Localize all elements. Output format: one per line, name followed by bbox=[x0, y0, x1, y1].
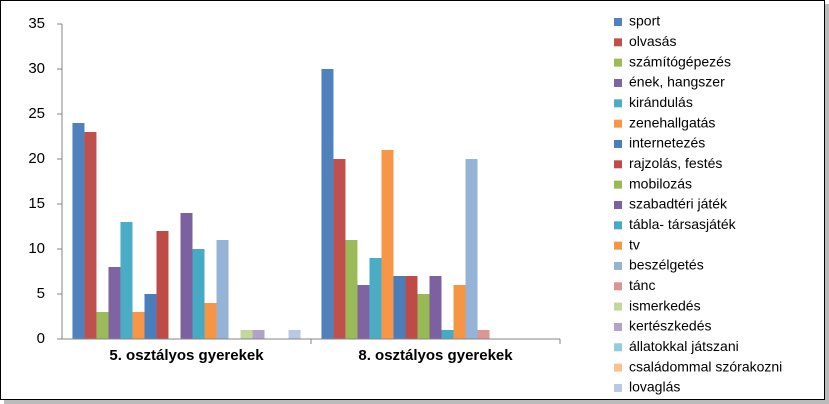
legend-label: olvasás bbox=[629, 33, 676, 49]
legend-swatch bbox=[614, 139, 622, 148]
legend-swatch bbox=[614, 282, 622, 291]
legend-swatch bbox=[614, 200, 622, 209]
bar bbox=[204, 303, 217, 339]
legend-swatch bbox=[614, 261, 622, 270]
y-tick-label: 30 bbox=[28, 60, 45, 77]
bar bbox=[192, 249, 205, 339]
bar bbox=[453, 285, 466, 339]
legend-swatch bbox=[614, 78, 622, 87]
legend-label: családommal szórakozni bbox=[629, 358, 782, 374]
x-tick-label: 5. osztályos gyerekek bbox=[109, 347, 264, 364]
y-tick-label: 20 bbox=[28, 150, 45, 167]
legend-label: lovaglás bbox=[629, 379, 680, 395]
legend-label: számítógépezés bbox=[629, 53, 731, 69]
legend-swatch bbox=[614, 18, 622, 26]
legend-swatch bbox=[614, 160, 622, 169]
legend-label: tábla- társasjáték bbox=[629, 216, 737, 232]
legend-swatch bbox=[614, 383, 622, 392]
legend-label: mobilozás bbox=[629, 175, 692, 191]
y-tick-label: 10 bbox=[28, 240, 45, 257]
bar bbox=[216, 240, 229, 339]
bar bbox=[369, 258, 382, 339]
bar bbox=[477, 330, 490, 339]
y-tick-label: 5 bbox=[37, 285, 45, 302]
bar bbox=[132, 312, 145, 339]
legend-swatch bbox=[614, 302, 622, 311]
bar bbox=[120, 222, 133, 339]
bar bbox=[108, 267, 121, 339]
legend-label: tánc bbox=[629, 277, 655, 293]
legend-swatch bbox=[614, 241, 622, 250]
legend-label: rajzolás, festés bbox=[629, 155, 722, 171]
legend-label: ének, hangszer bbox=[629, 74, 725, 90]
legend-swatch bbox=[614, 322, 622, 331]
bar bbox=[441, 330, 454, 339]
shadow bbox=[825, 4, 829, 404]
legend-swatch bbox=[614, 38, 622, 47]
legend-swatch bbox=[614, 343, 622, 352]
legend-swatch bbox=[614, 119, 622, 128]
bar bbox=[417, 294, 430, 339]
bar bbox=[72, 123, 85, 339]
legend-swatch bbox=[614, 180, 622, 189]
legend-swatch bbox=[614, 99, 622, 108]
legend-label: állatokkal játszani bbox=[629, 338, 739, 354]
y-tick-label: 35 bbox=[28, 15, 45, 32]
bar bbox=[321, 69, 334, 339]
bar bbox=[288, 330, 301, 339]
bar bbox=[381, 150, 394, 339]
legend-swatch bbox=[614, 363, 622, 372]
legend-label: kertészkedés bbox=[629, 318, 711, 334]
x-tick-label: 8. osztályos gyerekek bbox=[358, 347, 513, 364]
bar bbox=[84, 132, 97, 339]
bar bbox=[333, 159, 346, 339]
legend-label: tv bbox=[629, 236, 640, 252]
bar bbox=[345, 240, 358, 339]
y-tick-label: 25 bbox=[28, 105, 45, 122]
bar bbox=[405, 276, 418, 339]
legend-swatch bbox=[614, 221, 622, 230]
legend-label: beszélgetés bbox=[629, 257, 704, 273]
bar bbox=[429, 276, 442, 339]
y-tick-label: 15 bbox=[28, 195, 45, 212]
legend-label: sport bbox=[629, 13, 660, 29]
legend-label: ismerkedés bbox=[629, 297, 701, 313]
bar bbox=[240, 330, 253, 339]
y-tick-label: 0 bbox=[37, 330, 45, 347]
bar bbox=[180, 213, 193, 339]
legend-label: kirándulás bbox=[629, 94, 693, 110]
bar bbox=[156, 231, 169, 339]
legend-label: internetezés bbox=[629, 135, 705, 151]
bar bbox=[465, 159, 478, 339]
bar bbox=[357, 285, 370, 339]
bar bbox=[144, 294, 157, 339]
legend-swatch bbox=[614, 58, 622, 67]
bar bbox=[252, 330, 265, 339]
bar bbox=[393, 276, 406, 339]
bar bbox=[96, 312, 109, 339]
legend-label: szabadtéri játék bbox=[629, 196, 728, 212]
legend-label: zenehallgatás bbox=[629, 114, 715, 130]
shadow bbox=[4, 400, 829, 404]
